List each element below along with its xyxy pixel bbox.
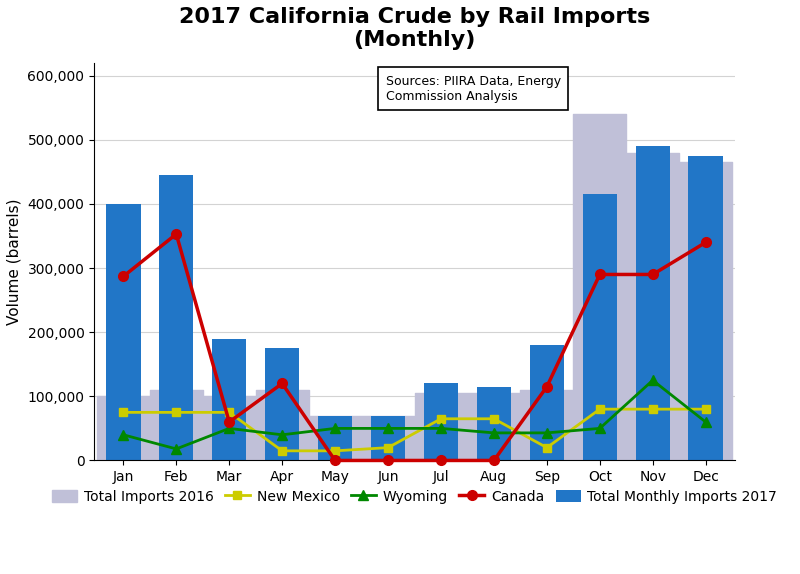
New Mexico xyxy=(489,416,498,422)
Bar xyxy=(212,339,246,460)
Bar xyxy=(371,416,406,460)
Text: Sources: PIIRA Data, Energy
Commission Analysis: Sources: PIIRA Data, Energy Commission A… xyxy=(386,75,561,103)
New Mexico xyxy=(278,447,287,454)
Canada xyxy=(330,457,340,464)
Wyoming xyxy=(701,418,710,425)
Wyoming xyxy=(595,425,605,432)
Bar xyxy=(477,387,511,460)
Canada xyxy=(648,271,658,278)
Canada xyxy=(383,457,393,464)
Bar xyxy=(159,175,194,460)
Line: New Mexico: New Mexico xyxy=(119,405,710,455)
Wyoming xyxy=(225,425,234,432)
Wyoming xyxy=(330,425,340,432)
New Mexico xyxy=(383,444,393,451)
Bar xyxy=(635,146,670,460)
New Mexico xyxy=(542,444,552,451)
Line: Wyoming: Wyoming xyxy=(118,375,710,454)
Canada xyxy=(595,271,605,278)
New Mexico xyxy=(118,409,128,416)
Canada xyxy=(118,273,128,280)
Wyoming xyxy=(436,425,446,432)
Wyoming xyxy=(489,429,498,436)
Canada xyxy=(542,383,552,390)
Legend: Total Imports 2016, New Mexico, Wyoming, Canada, Total Monthly Imports 2017: Total Imports 2016, New Mexico, Wyoming,… xyxy=(46,484,782,509)
Wyoming xyxy=(648,377,658,384)
Wyoming xyxy=(542,429,552,436)
Canada xyxy=(225,418,234,425)
Bar xyxy=(424,383,458,460)
Bar xyxy=(106,204,141,460)
Title: 2017 California Crude by Rail Imports
(Monthly): 2017 California Crude by Rail Imports (M… xyxy=(179,7,650,50)
Wyoming xyxy=(171,445,181,452)
Bar xyxy=(582,194,617,460)
Canada xyxy=(436,457,446,464)
New Mexico xyxy=(648,406,658,413)
Wyoming xyxy=(118,432,128,439)
New Mexico xyxy=(330,447,340,454)
Canada xyxy=(171,231,181,238)
Bar xyxy=(265,348,299,460)
Wyoming xyxy=(278,432,287,439)
Canada xyxy=(278,380,287,387)
Bar xyxy=(318,416,352,460)
New Mexico xyxy=(701,406,710,413)
Bar xyxy=(530,345,564,460)
New Mexico xyxy=(595,406,605,413)
New Mexico xyxy=(171,409,181,416)
Wyoming xyxy=(383,425,393,432)
Canada xyxy=(489,457,498,464)
Canada xyxy=(701,239,710,246)
Bar xyxy=(689,156,723,460)
New Mexico xyxy=(225,409,234,416)
Line: Canada: Canada xyxy=(118,229,710,466)
New Mexico xyxy=(436,416,446,422)
Y-axis label: Volume (barrels): Volume (barrels) xyxy=(7,199,22,325)
